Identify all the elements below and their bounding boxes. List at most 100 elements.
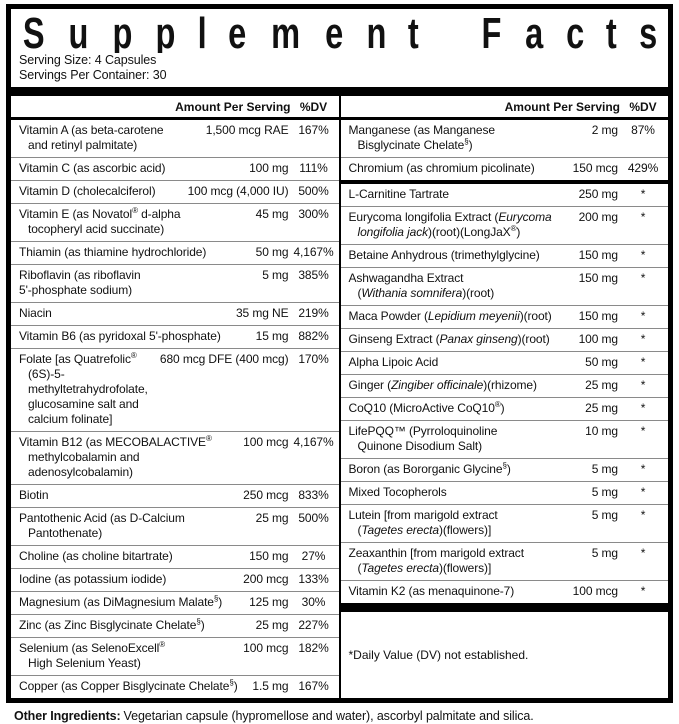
amount-value: 100 mcg (4,000 IU) [187,184,289,198]
amount-per-serving-header: Amount Per Serving [504,100,620,114]
right-column-header: Amount Per Serving %DV [340,96,668,120]
dv-footnote: *Daily Value (DV) not established. [348,647,529,662]
dv-value: 27% [301,549,326,563]
amount-value: 150 mcg [572,161,618,175]
table-row: Selenium (as SelenoExcell® High Selenium … [11,637,339,675]
ingredient-name: Iodine (as potassium iodide) [19,572,167,586]
ingredient-name: Vitamin E (as Novatol® d-alpha tocopheryl… [19,206,181,237]
table-row: Ginger (Zingiber officinale)(rhizome) 25 … [340,374,668,397]
title-letter: t [408,13,420,53]
ingredient-name: Selenium (as SelenoExcell® High Selenium … [19,640,166,671]
ingredient-name: Manganese (as Manganese Bisglycinate Chel… [348,123,496,152]
table-row: Betaine Anhydrous (trimethylglycine) 150 … [340,244,668,267]
dv-value: 167% [298,679,329,693]
dv-value: * [640,424,646,438]
amount-value: 680 mcg DFE (400 mcg) [159,352,289,366]
ingredient-name: Chromium (as chromium picolinate) [348,161,535,175]
table-row: Vitamin C (as ascorbic acid) 100 mg 111% [11,157,339,180]
dv-value: 167% [298,123,329,137]
right-column: Amount Per Serving %DV Manganese (as Man… [340,96,668,698]
table-row: Pantothenic Acid (as D-Calcium Pantothen… [11,507,339,545]
dv-value: 385% [298,268,329,282]
ingredient-columns: Amount Per Serving %DV Vitamin A (as bet… [11,96,668,698]
ingredient-name: Biotin [19,488,49,502]
ingredient-name: Ashwagandha Extract (Withania somnifera)(… [348,271,495,300]
ingredient-name: Vitamin A (as beta-carotene and retinyl p… [19,123,164,152]
table-row: Chromium (as chromium picolinate) 150 mcg… [340,157,668,184]
dv-value: 429% [627,161,659,175]
dv-value: 219% [298,306,329,320]
table-row: Eurycoma longifolia Extract (Eurycoma lon… [340,206,668,244]
amount-value: 25 mg [255,511,289,525]
serving-size: Serving Size: 4 Capsules [19,53,157,67]
dv-value: 133% [298,572,329,586]
ingredient-name: Vitamin D (cholecalciferol) [19,184,156,198]
table-row: Zinc (as Zinc Bisglycinate Chelate§) 25 m… [11,614,339,637]
title-letter: c [566,13,585,53]
table-row: Thiamin (as thiamine hydrochloride) 50 mg… [11,241,339,264]
ingredient-name: Boron (as Bororganic Glycine§) [348,461,511,477]
amount-value: 150 mg [249,549,289,563]
ingredient-name: Vitamin B6 (as pyridoxal 5'-phosphate) [19,329,221,343]
amount-value: 150 mg [578,271,619,285]
ingredient-name: Riboflavin (as riboflavin 5'-phosphate so… [19,268,141,297]
amount-value: 25 mg [585,378,618,392]
amount-value: 1.5 mg [252,679,289,693]
ingredient-name: Mixed Tocopherols [348,485,447,499]
ingredient-name: Thiamin (as thiamine hydrochloride) [19,245,207,259]
amount-value: 35 mg NE [235,306,289,320]
ingredient-name: Vitamin B12 (as MECOBALACTIVE® methylcoba… [19,434,212,480]
table-row: Vitamin E (as Novatol® d-alpha tocopheryl… [11,203,339,241]
table-row: Maca Powder (Lepidium meyenii)(root) 150 … [340,305,668,328]
dv-value: * [640,462,646,476]
amount-value: 50 mg [585,355,618,369]
amount-value: 45 mg [255,207,289,221]
amount-value: 250 mg [578,187,619,201]
dv-value: 111% [299,161,328,175]
title-letter: m [270,13,300,53]
amount-value: 5 mg [591,508,618,522]
dv-header: %DV [299,100,328,114]
title-letter: e [227,13,246,53]
dv-value: * [640,508,646,522]
table-row: Vitamin B6 (as pyridoxal 5'-phosphate) 15… [11,325,339,348]
dv-value: * [640,584,646,598]
amount-value: 250 mcg [243,488,289,502]
title-letter: l [197,13,207,53]
dv-value: 170% [298,352,329,366]
title-letter: F [481,13,502,53]
right-rows: Manganese (as Manganese Bisglycinate Chel… [340,120,668,603]
title-letter: p [112,13,132,53]
ingredient-name: L-Carnitine Tartrate [348,187,450,201]
dv-value: 87% [631,123,655,137]
dv-value: 4,167% [293,435,334,449]
amount-value: 100 mg [578,332,619,346]
amount-value: 100 mg [249,161,289,175]
dv-value: 30% [301,595,326,609]
amount-value: 25 mg [255,618,289,632]
table-row: Vitamin D (cholecalciferol) 100 mcg (4,00… [11,180,339,203]
title-letter: u [68,13,89,53]
title-letter: p [155,13,176,53]
ingredient-name: CoQ10 (MicroActive CoQ10®) [348,400,505,416]
amount-value: 5 mg [262,268,289,282]
dv-value: 882% [298,329,329,343]
table-row: Vitamin A (as beta-carotene and retinyl p… [11,120,339,157]
amount-value: 150 mg [578,248,619,262]
dv-value: 500% [298,511,329,525]
table-row: Mixed Tocopherols 5 mg * [340,481,668,504]
ingredient-name: Vitamin K2 (as menaquinone-7) [348,584,515,598]
table-row: CoQ10 (MicroActive CoQ10®) 25 mg * [340,397,668,420]
ingredient-name: Zinc (as Zinc Bisglycinate Chelate§) [19,617,205,633]
table-row: Zeaxanthin [from marigold extract (Tagete… [340,542,668,580]
table-row: Niacin 35 mg NE 219% [11,302,339,325]
dv-value: * [640,210,646,224]
table-row: Vitamin K2 (as menaquinone-7) 100 mcg * [340,580,668,603]
dv-value: * [640,271,646,285]
dv-value: * [640,378,646,392]
amount-value: 5 mg [591,546,618,560]
dv-header: %DV [629,100,657,114]
servings-per-container: Servings Per Container: 30 [19,68,167,82]
